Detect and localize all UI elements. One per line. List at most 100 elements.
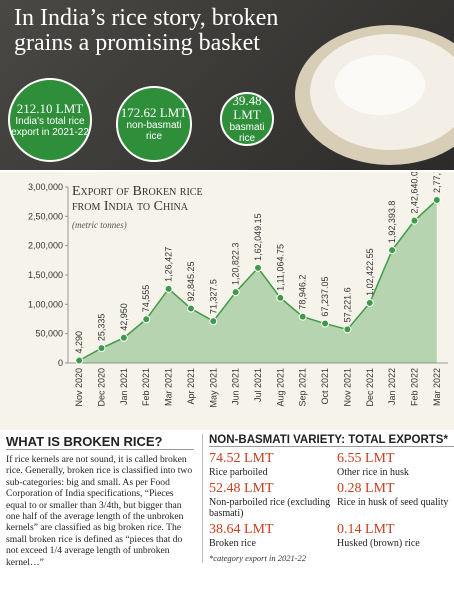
x-tick-label: Feb 2021: [141, 368, 151, 406]
export-label: Husked (brown) rice: [337, 538, 420, 549]
info-title: WHAT IS BROKEN RICE?: [6, 434, 194, 450]
data-label: 67,237.05: [320, 277, 330, 317]
x-tick-label: Mar 2021: [164, 368, 174, 406]
export-label: Rice parboiled: [209, 467, 268, 478]
data-label: 2,77,799.85: [432, 172, 442, 193]
rice-highlight: [335, 55, 425, 115]
point: [365, 298, 374, 307]
export-item: 74.52 LMT Rice parboiled: [209, 451, 337, 478]
x-tick-label: Feb 2022: [409, 368, 419, 406]
point: [209, 317, 218, 326]
point: [432, 196, 441, 205]
point: [119, 333, 128, 342]
page-title: In India’s rice story, broken grains a p…: [14, 5, 279, 56]
x-tick-label: Aug 2021: [275, 368, 285, 407]
export-item: 0.14 LMT Husked (brown) rice: [337, 522, 451, 549]
x-tick-label: May 2021: [208, 368, 218, 408]
footnote: *category export in 2021-22: [209, 553, 307, 563]
stat-value: 172.62 LMT: [120, 105, 188, 120]
point: [254, 263, 262, 272]
export-item: 52.48 LMT Non-parboiled rice (excluding b…: [209, 481, 337, 519]
data-label: 4,290: [74, 331, 84, 354]
stat-circle: 212.10 LMT India's total rice export in …: [8, 78, 92, 162]
data-label: 71,327.5: [208, 279, 218, 314]
data-label: 74,555: [141, 285, 151, 313]
point: [388, 246, 397, 255]
stat-value: 212.10 LMT: [16, 101, 84, 116]
y-tick-label: 1,00,000: [28, 299, 63, 309]
x-tick-label: Dec 2020: [97, 368, 107, 407]
export-value: 0.14 LMT: [337, 522, 395, 537]
point: [97, 344, 106, 353]
x-tick-label: Dec 2021: [365, 368, 375, 407]
point: [276, 293, 285, 302]
x-tick-label: Mar 2022: [432, 368, 442, 406]
data-label: 25,335: [97, 314, 107, 342]
export-value: 38.64 LMT: [209, 522, 274, 537]
x-tick-label: Oct 2021: [320, 368, 330, 405]
stat-label: India's total rice export in 2021-22: [11, 116, 89, 138]
export-value: 52.48 LMT: [209, 481, 274, 496]
x-tick-label: Jan 2022: [387, 368, 397, 405]
y-tick-label: 0: [58, 358, 63, 368]
exports-title: NON-BASMATI VARIETY: TOTAL EXPORTS*: [209, 434, 454, 447]
export-item: 6.55 LMT Other rice in husk: [337, 451, 451, 478]
chart-panel: 0 50,000 1,00,000 1,50,000 2,00,000 2,50,000 3…: [0, 172, 454, 430]
x-tick-label: Nov 2021: [342, 368, 352, 407]
data-label: 2,42,640.0: [409, 172, 419, 214]
header-art: [295, 25, 454, 165]
data-label: 78,946.2: [298, 275, 308, 310]
area: [79, 200, 437, 363]
x-tick-label: Jun 2021: [231, 368, 241, 405]
point: [343, 325, 352, 334]
data-label: 1,92,393.8: [387, 201, 397, 244]
export-value: 0.28 LMT: [337, 481, 395, 496]
y-tick-label: 1,50,000: [28, 270, 63, 280]
point: [321, 319, 330, 328]
chart-title: Export of Broken rice from India to Chin…: [72, 184, 203, 214]
data-label: 92,845.25: [186, 261, 196, 301]
stat-circle: 172.62 LMT non-basmati rice: [116, 86, 192, 162]
x-tick-label: Nov 2020: [74, 368, 84, 407]
data-label: 1,62,049.15: [253, 213, 263, 261]
data-label: 42,950: [119, 303, 129, 331]
chart-subtitle: (metric tonnes): [72, 220, 127, 230]
bottom: WHAT IS BROKEN RICE? If rice kernels are…: [0, 432, 454, 600]
export-label: Broken rice: [209, 538, 256, 549]
point: [298, 312, 307, 321]
data-label: 1,02,422.55: [365, 248, 375, 296]
y-tick-label: 50,000: [35, 329, 63, 339]
export-value: 74.52 LMT: [209, 451, 274, 466]
export-label: Rice in husk of seed quality: [337, 497, 449, 508]
y-tick-label: 2,00,000: [28, 241, 63, 251]
y-tick-label: 2,50,000: [28, 211, 63, 221]
export-label: Non-parboiled rice (excluding basmati): [209, 497, 331, 519]
point: [231, 288, 240, 297]
y-tick-label: 3,00,000: [28, 182, 63, 192]
exports-grid: 74.52 LMT Rice parboiled 6.55 LMT Other ric…: [209, 451, 454, 549]
exports: NON-BASMATI VARIETY: TOTAL EXPORTS* 74.5…: [202, 434, 454, 563]
stat-circle: 39.48 LMT basmati rice: [220, 92, 274, 146]
point: [142, 315, 151, 324]
stat-label: basmati rice: [229, 122, 265, 144]
header: In India’s rice story, broken grains a p…: [0, 0, 454, 170]
data-label: 57,221.6: [342, 287, 352, 322]
point: [410, 216, 419, 225]
x-tick-label: Jul 2021: [253, 368, 263, 402]
export-label: Other rice in husk: [337, 467, 409, 478]
export-item: 0.28 LMT Rice in husk of seed quality: [337, 481, 451, 519]
chart: 0 50,000 1,00,000 1,50,000 2,00,000 2,50,000 3…: [28, 172, 448, 408]
data-label: 1,11,064.75: [275, 244, 285, 291]
stat-value: 39.48 LMT: [232, 93, 262, 122]
export-item: 38.64 LMT Broken rice: [209, 522, 337, 549]
stat-label: non-basmati rice: [126, 120, 182, 142]
x-tick-label: Sep 2021: [298, 368, 308, 407]
export-value: 6.55 LMT: [337, 451, 395, 466]
point: [186, 304, 195, 313]
info: WHAT IS BROKEN RICE? If rice kernels are…: [6, 434, 194, 568]
point: [164, 284, 173, 293]
point: [75, 356, 84, 365]
x-tick-label: Jan 2021: [119, 368, 129, 405]
x-tick-label: Apr 2021: [186, 368, 196, 405]
